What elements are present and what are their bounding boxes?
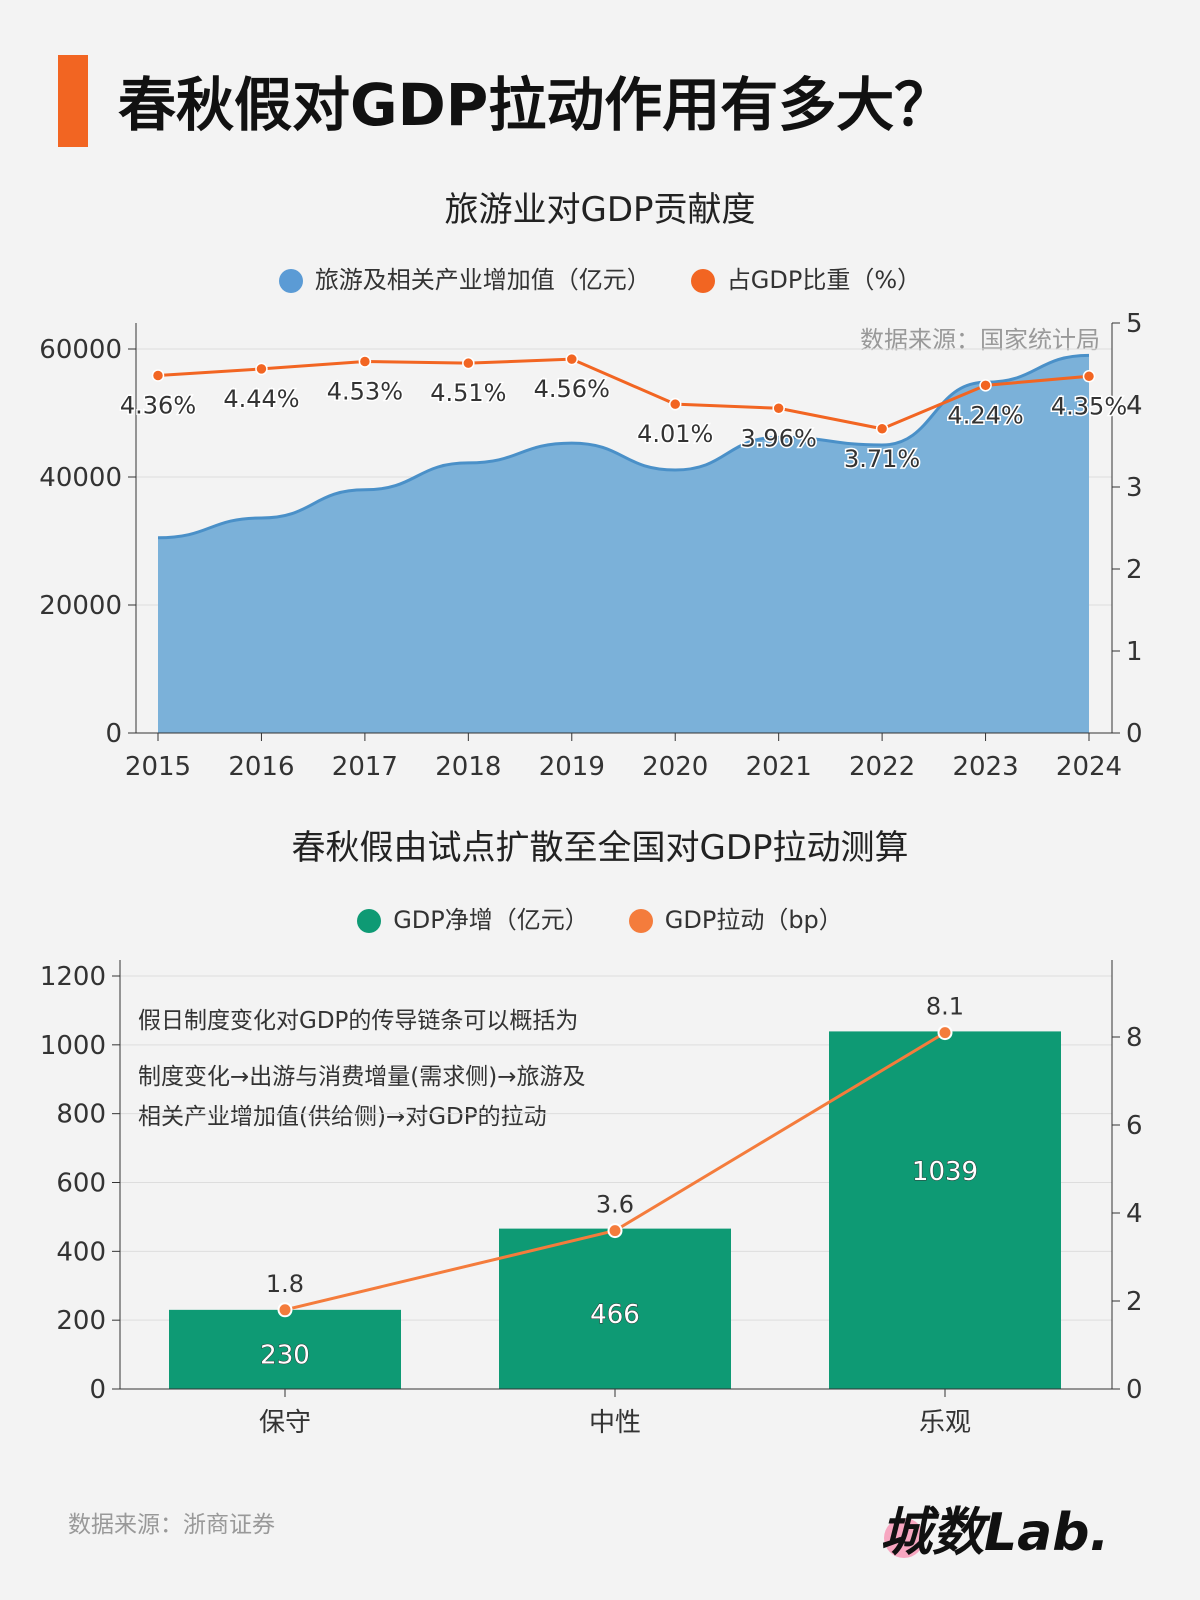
y-left-tick-label: 600: [56, 1169, 106, 1199]
x-tick-label: 2022: [849, 752, 915, 782]
x-tick-label: 2016: [228, 752, 294, 782]
y-right-tick-label: 2: [1126, 555, 1143, 585]
y-left-tick-label: 20000: [39, 591, 122, 621]
x-tick-label: 2024: [1056, 752, 1122, 782]
legend-label: GDP拉动（bp）: [664, 906, 843, 934]
share-data-label: 4.53%: [327, 378, 403, 406]
share-point: [565, 352, 579, 366]
annotation-line: 相关产业增加值(供给侧)→对GDP的拉动: [138, 1104, 547, 1130]
page-title: 春秋假对GDP拉动作用有多大？: [118, 71, 953, 139]
area-value-line: [157, 353, 1090, 540]
gdp-pull-point: [937, 1025, 953, 1041]
legend-dot: [628, 909, 653, 933]
share-point: [979, 379, 992, 392]
share-data-label: 4.36%: [120, 391, 196, 419]
chart1-legend: 旅游及相关产业增加值（亿元） 占GDP比重（%）: [0, 260, 1200, 295]
x-tick-label: 2020: [642, 752, 708, 782]
y-right-tick-label: 2: [1126, 1287, 1143, 1317]
y-left-tick-label: 200: [56, 1306, 106, 1336]
annotation-line: 制度变化→出游与消费增量(需求侧)→旅游及: [138, 1064, 586, 1090]
share-point: [668, 397, 682, 411]
share-point: [255, 362, 268, 376]
y-right-tick-label: 5: [1126, 309, 1143, 339]
x-tick-label: 2015: [125, 752, 191, 782]
gdp-pull-point: [607, 1223, 623, 1239]
share-data-label: 3.96%: [741, 424, 817, 452]
gdp-pull-point: [277, 1302, 293, 1318]
share-data-label: 4.51%: [430, 379, 506, 407]
title-accent-bar: [58, 55, 88, 147]
bar-data-label: 230: [260, 1340, 310, 1370]
share-point: [772, 402, 785, 415]
share-line: [157, 357, 1090, 431]
chart1-title: 旅游业对GDP贡献度: [444, 190, 756, 230]
x-tick-label: 保守: [259, 1408, 311, 1438]
gdp-pull-data-label: 1.8: [266, 1270, 304, 1298]
y-left-tick-label: 40000: [39, 463, 122, 493]
source-note: 数据来源：浙商证券: [68, 1512, 275, 1538]
share-data-label: 4.01%: [637, 420, 713, 448]
y-left-tick-label: 0: [105, 719, 122, 749]
legend-label: 占GDP比重（%）: [726, 266, 922, 294]
y-right-tick-label: 4: [1126, 391, 1143, 421]
chart2-legend: GDP净增（亿元） GDP拉动（bp）: [0, 900, 1200, 935]
y-left-tick-label: 400: [56, 1237, 106, 1267]
x-tick-label: 乐观: [919, 1408, 971, 1438]
area-value: [158, 355, 1089, 733]
legend-item-gdp-pull: GDP拉动（bp）: [628, 900, 843, 935]
gdp-pull-data-label: 3.6: [596, 1191, 634, 1219]
y-right-tick-label: 6: [1126, 1111, 1143, 1141]
chart2-title: 春秋假由试点扩散至全国对GDP拉动测算: [291, 828, 909, 868]
annotation-line: 假日制度变化对GDP的传导链条可以概括为: [138, 1008, 578, 1034]
share-data-label: 4.44%: [223, 385, 299, 413]
x-tick-label: 中性: [589, 1408, 641, 1438]
share-point: [1082, 370, 1096, 383]
y-right-tick-label: 1: [1126, 637, 1143, 667]
y-left-tick-label: 0: [89, 1375, 106, 1405]
share-point: [875, 422, 889, 436]
y-left-tick-label: 1000: [40, 1031, 106, 1061]
y-right-tick-label: 0: [1126, 719, 1143, 749]
legend-item-gdp-increase: GDP净增（亿元）: [357, 900, 589, 935]
legend-label: 旅游及相关产业增加值（亿元）: [314, 266, 651, 294]
x-tick-label: 2017: [332, 752, 398, 782]
x-tick-label: 2018: [435, 752, 501, 782]
y-left-tick-label: 800: [56, 1100, 106, 1130]
share-point: [358, 355, 372, 368]
share-data-label: 4.56%: [534, 375, 610, 403]
legend-dot: [690, 269, 715, 293]
share-point: [151, 369, 165, 382]
legend-label: GDP净增（亿元）: [393, 906, 589, 934]
x-tick-label: 2021: [746, 752, 812, 782]
legend-item-value: 旅游及相关产业增加值（亿元）: [278, 260, 651, 295]
legend-dot: [278, 269, 303, 293]
y-right-tick-label: 0: [1126, 1375, 1143, 1405]
bar-data-label: 1039: [912, 1157, 978, 1187]
y-left-tick-label: 60000: [39, 335, 122, 365]
gdp-pull-data-label: 8.1: [926, 993, 964, 1021]
bar: [499, 1228, 731, 1389]
share-data-label: 4.35%: [1051, 392, 1127, 420]
logo-text: 城数Lab.: [880, 1503, 1110, 1563]
share-data-label: 3.71%: [844, 445, 920, 473]
bar: [829, 1031, 1061, 1389]
y-right-tick-label: 4: [1126, 1199, 1143, 1229]
x-tick-label: 2023: [952, 752, 1018, 782]
x-tick-label: 2019: [539, 752, 605, 782]
bar-data-label: 466: [590, 1300, 640, 1330]
logo: 城数Lab.: [880, 1490, 1109, 1565]
y-right-tick-label: 8: [1126, 1023, 1143, 1053]
y-right-tick-label: 3: [1126, 473, 1143, 503]
legend-item-share: 占GDP比重（%）: [690, 260, 922, 295]
share-data-label: 4.24%: [947, 401, 1023, 429]
legend-dot: [357, 909, 382, 933]
share-point: [462, 356, 475, 370]
bar: [169, 1309, 401, 1389]
y-left-tick-label: 1200: [40, 962, 106, 992]
